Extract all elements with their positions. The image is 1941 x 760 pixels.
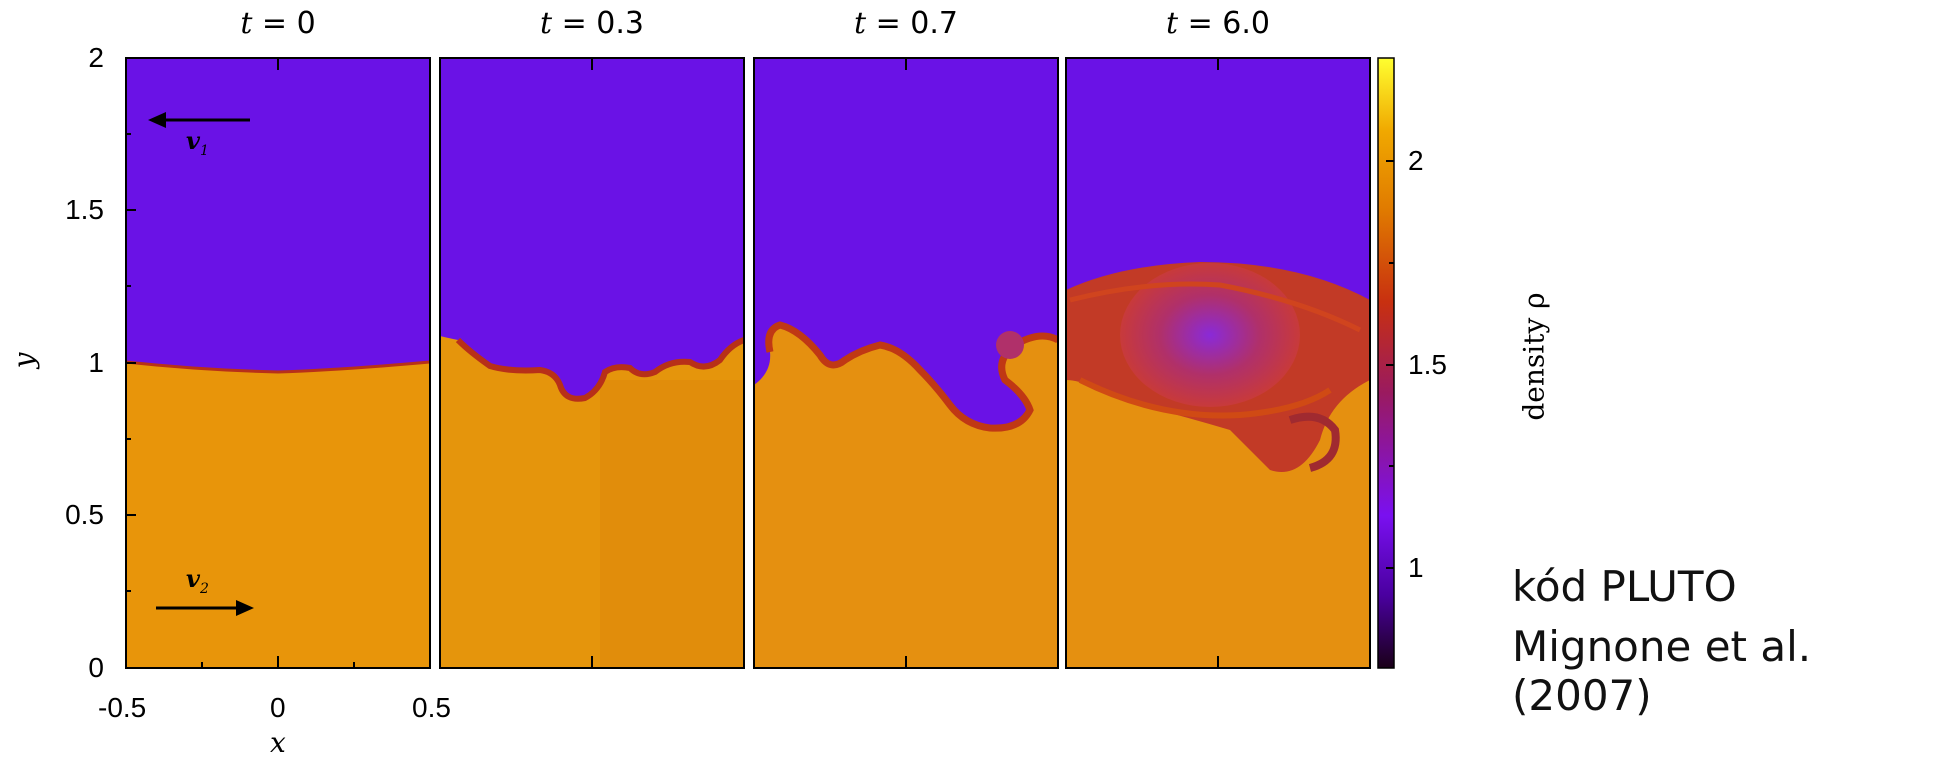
panel-title-3: t = 0.7 xyxy=(854,6,958,41)
velocity-label-v1: v1 xyxy=(186,126,209,159)
colorbar-label: density ρ xyxy=(1517,292,1551,421)
y-tick-label: 1 xyxy=(88,347,104,378)
x-tick-label: 0.5 xyxy=(412,692,451,723)
panel-1 xyxy=(126,58,430,668)
y-tick-label: 2 xyxy=(88,42,104,73)
credit-line-2: Mignone et al. (2007) xyxy=(1512,622,1812,720)
colorbar-ticks xyxy=(1386,160,1394,569)
panel-title-1: t = 0 xyxy=(240,6,316,41)
colorbar xyxy=(1377,57,1395,669)
colorbar-tick-label: 2 xyxy=(1408,145,1424,176)
y-tick-label: 0.5 xyxy=(65,499,104,530)
panel-3 xyxy=(754,58,1058,668)
y-tick-label: 0 xyxy=(88,652,104,683)
panel-title-4: t = 6.0 xyxy=(1166,6,1270,41)
velocity-label-v2: v2 xyxy=(186,564,209,597)
credit-line-1: kód PLUTO xyxy=(1512,562,1737,611)
colorbar-tick-label: 1.5 xyxy=(1408,349,1447,380)
x-tick-label: 0 xyxy=(270,692,286,723)
x-tick-label: -0.5 xyxy=(98,692,147,723)
y-tick-label: 1.5 xyxy=(65,194,104,225)
y-axis-label: y xyxy=(7,352,41,369)
axis-ticks xyxy=(126,57,1219,669)
panel-2 xyxy=(440,58,744,668)
panel-4 xyxy=(1066,58,1370,668)
panel-title-2: t = 0.3 xyxy=(540,6,644,41)
colorbar-tick-label: 1 xyxy=(1408,552,1424,583)
x-axis-label: x xyxy=(270,726,286,759)
